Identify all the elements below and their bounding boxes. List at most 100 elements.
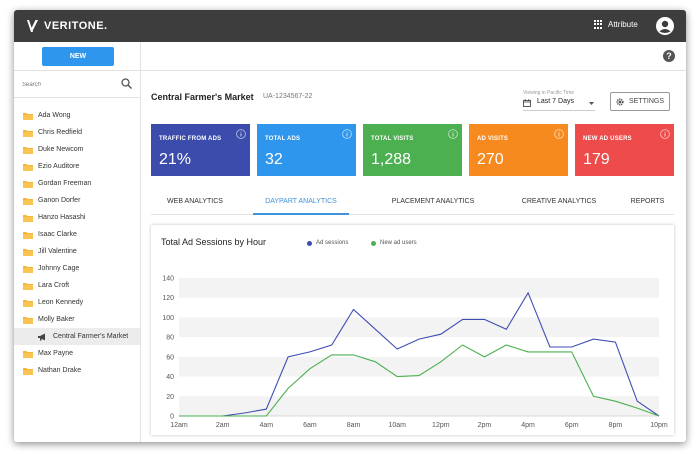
- app-switcher[interactable]: Attribute: [594, 20, 638, 29]
- grid-band: [179, 396, 659, 416]
- tree-item-folder[interactable]: Lara Croft: [14, 277, 140, 294]
- tab-placement-analytics[interactable]: PLACEMENT ANALYTICS: [391, 198, 475, 205]
- info-icon[interactable]: [342, 129, 352, 139]
- tree-item-folder[interactable]: Leon Kennedy: [14, 294, 140, 311]
- chevron-down-icon[interactable]: [589, 102, 594, 105]
- legend-swatch: [371, 240, 376, 246]
- tree-item-folder[interactable]: Jill Valentine: [14, 243, 140, 260]
- tab-web-analytics[interactable]: WEB ANALYTICS: [167, 198, 223, 205]
- kpi-label: NEW AD USERS: [583, 136, 632, 142]
- x-tick-label: 2am: [216, 422, 230, 429]
- x-tick-label: 10am: [388, 422, 406, 429]
- search-icon[interactable]: [121, 78, 132, 89]
- tab-creative-analytics[interactable]: CREATIVE ANALYTICS: [521, 198, 597, 205]
- new-button[interactable]: NEW: [42, 47, 114, 66]
- kpi-card-ad-visits[interactable]: AD VISITS 270: [469, 124, 568, 176]
- info-icon[interactable]: [554, 129, 564, 139]
- search-input[interactable]: [22, 77, 112, 92]
- app-switcher-label: Attribute: [608, 20, 638, 29]
- tree-item-folder[interactable]: Max Payne: [14, 345, 140, 362]
- tree-item-campaign[interactable]: Central Farmer's Market: [14, 328, 140, 345]
- kpi-label: TOTAL ADS: [265, 136, 301, 142]
- apps-grid-icon: [594, 20, 603, 29]
- date-range-select[interactable]: Last 7 Days: [537, 98, 574, 105]
- tree-item-folder[interactable]: Duke Newcom: [14, 141, 140, 158]
- tree-item-label: Ada Wong: [38, 112, 71, 119]
- legend-label: Ad sessions: [316, 240, 349, 246]
- settings-button[interactable]: SETTINGS: [610, 92, 670, 111]
- tree-item-folder[interactable]: Gordan Freeman: [14, 175, 140, 192]
- tree-item-label: Lara Croft: [38, 282, 70, 289]
- tree-item-folder[interactable]: Ganon Dorfer: [14, 192, 140, 209]
- x-tick-label: 12pm: [432, 422, 450, 429]
- series-line-ad-sessions[interactable]: [179, 291, 660, 417]
- tree-item-label: Jill Valentine: [38, 248, 77, 255]
- account-id: UA-1234567-22: [263, 93, 313, 100]
- folder-icon: [23, 180, 33, 188]
- sidebar-search: [14, 71, 140, 98]
- kpi-card-traffic-from-ads[interactable]: TRAFFIC FROM ADS 21%: [151, 124, 250, 176]
- folder-icon: [23, 129, 33, 137]
- svg-text:?: ?: [666, 51, 672, 61]
- calendar-icon: [523, 99, 531, 107]
- legend-item-ad-sessions[interactable]: Ad sessions: [307, 240, 348, 246]
- y-tick-label: 120: [162, 295, 174, 302]
- folder-icon: [23, 197, 33, 205]
- folder-icon: [23, 231, 33, 239]
- tree-item-label: Max Payne: [38, 350, 74, 357]
- user-avatar-icon[interactable]: [656, 17, 674, 35]
- sub-toolbar: NEW ?: [14, 42, 686, 71]
- tab-daypart-analytics[interactable]: DAYPART ANALYTICS: [253, 188, 349, 215]
- x-tick-label: 8am: [347, 422, 361, 429]
- tree-item-label: Nathan Drake: [38, 367, 82, 374]
- folder-icon: [23, 112, 33, 120]
- kpi-label: TOTAL VISITS: [371, 136, 414, 142]
- kpi-label: AD VISITS: [477, 136, 509, 142]
- tree-item-folder[interactable]: Isaac Clarke: [14, 226, 140, 243]
- veritone-logo[interactable]: VERITONE.: [26, 18, 108, 34]
- series-line-new-ad-users[interactable]: [179, 344, 660, 417]
- sidebar: Ada Wong Chris Redfield Duke Newcom Ezio Au…: [14, 71, 141, 442]
- tree-item-label: Ezio Auditore: [38, 163, 80, 170]
- gear-icon: [616, 97, 624, 106]
- folder-icon: [23, 248, 33, 256]
- x-tick-label: 6pm: [565, 422, 579, 429]
- tree-item-folder[interactable]: Chris Redfield: [14, 124, 140, 141]
- info-icon[interactable]: [660, 129, 670, 139]
- folder-icon: [23, 265, 33, 273]
- y-tick-label: 60: [166, 354, 174, 361]
- grid-band: [179, 278, 659, 298]
- folder-icon: [23, 163, 33, 171]
- tree-item-label: Leon Kennedy: [38, 299, 84, 306]
- timezone-label: Viewing in Pacific Time: [523, 90, 575, 96]
- tree-item-folder[interactable]: Ada Wong: [14, 107, 140, 124]
- tree-item-label: Hanzo Hasashi: [38, 214, 86, 221]
- x-tick-label: 6am: [303, 422, 317, 429]
- page-title: Central Farmer's Market: [151, 92, 254, 102]
- info-icon[interactable]: [448, 129, 458, 139]
- y-tick-label: 0: [170, 414, 174, 421]
- kpi-value: 32: [265, 151, 283, 168]
- legend-swatch: [307, 240, 312, 246]
- kpi-card-new-ad-users[interactable]: NEW AD USERS 179: [575, 124, 674, 176]
- folder-icon: [23, 214, 33, 222]
- tree-item-folder[interactable]: Molly Baker: [14, 311, 140, 328]
- tree-item-folder[interactable]: Johnny Cage: [14, 260, 140, 277]
- folder-icon: [23, 282, 33, 290]
- tree-item-folder[interactable]: Nathan Drake: [14, 362, 140, 379]
- tree-item-folder[interactable]: Ezio Auditore: [14, 158, 140, 175]
- kpi-card-total-ads[interactable]: TOTAL ADS 32: [257, 124, 356, 176]
- tree-item-folder[interactable]: Hanzo Hasashi: [14, 209, 140, 226]
- help-icon[interactable]: ?: [663, 50, 675, 62]
- tree-item-label: Duke Newcom: [38, 146, 84, 153]
- info-icon[interactable]: [236, 129, 246, 139]
- tree-item-label: Gordan Freeman: [38, 180, 92, 187]
- tab-reports[interactable]: REPORTS: [630, 198, 665, 205]
- x-tick-label: 8pm: [609, 422, 623, 429]
- y-tick-label: 40: [166, 374, 174, 381]
- date-range-underline: [523, 110, 595, 111]
- legend-item-new-ad-users[interactable]: New ad users: [371, 240, 417, 246]
- logo-text: VERITONE.: [44, 20, 108, 32]
- kpi-label: TRAFFIC FROM ADS: [159, 136, 222, 142]
- kpi-card-total-visits[interactable]: TOTAL VISITS 1,288: [363, 124, 462, 176]
